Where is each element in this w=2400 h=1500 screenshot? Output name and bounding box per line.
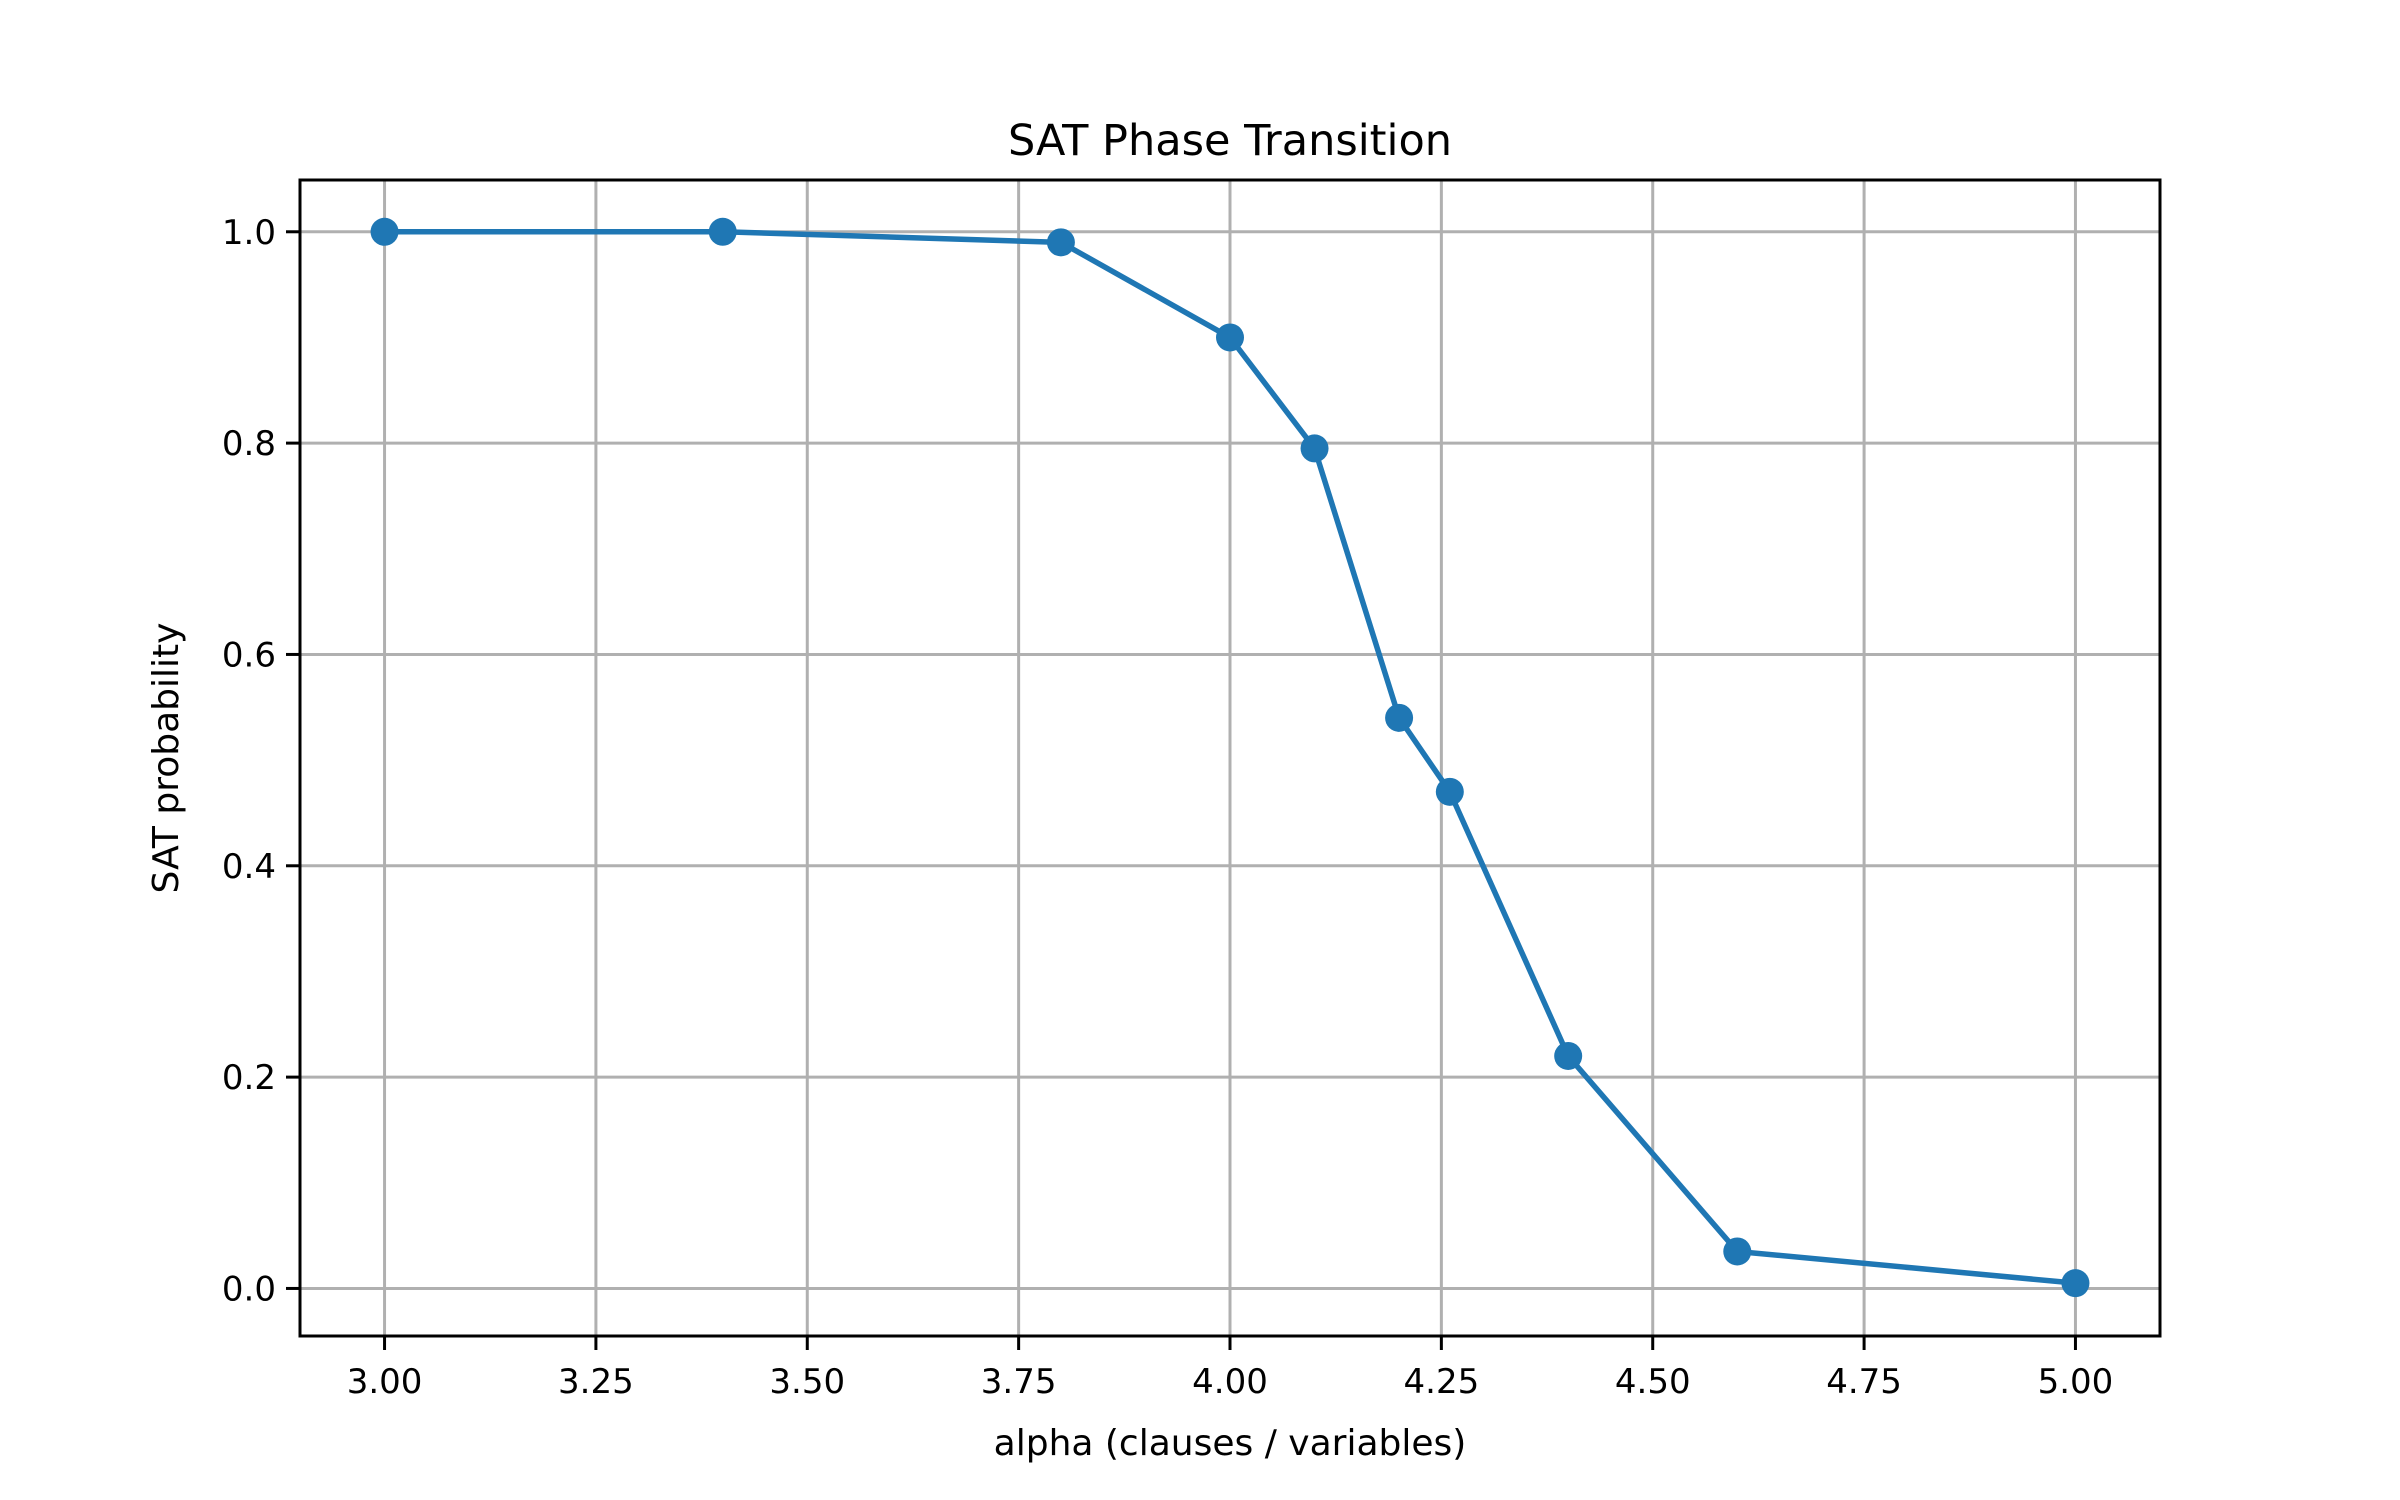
data-point-marker xyxy=(1385,703,1414,732)
y-axis-label: SAT probability xyxy=(146,623,187,894)
data-point-marker xyxy=(2061,1269,2090,1298)
x-axis-label: alpha (clauses / variables) xyxy=(994,1423,1467,1464)
data-series xyxy=(370,217,2090,1298)
x-tick-label: 3.25 xyxy=(558,1362,634,1402)
x-tick-label: 3.00 xyxy=(347,1362,423,1402)
y-gridlines xyxy=(300,230,2160,1290)
y-axis-ticks: 0.0 0.2 0.4 0.6 0.8 1.0 xyxy=(222,213,300,1309)
y-tick-label: 0.0 xyxy=(222,1269,276,1309)
data-point-marker xyxy=(1300,434,1329,463)
x-tick-label: 3.50 xyxy=(769,1362,845,1402)
y-tick-label: 0.8 xyxy=(222,424,276,464)
chart-title: SAT Phase Transition xyxy=(1008,116,1452,166)
y-tick-label: 0.2 xyxy=(222,1058,276,1098)
y-tick-label: 0.4 xyxy=(222,847,276,887)
x-axis-ticks: 3.00 3.25 3.50 3.75 4.00 4.25 4.50 4.75 5.00 xyxy=(347,1336,2114,1402)
x-tick-label: 4.25 xyxy=(1404,1362,1480,1402)
data-point-marker xyxy=(708,217,737,246)
x-tick-label: 4.00 xyxy=(1192,1362,1268,1402)
x-tick-label: 4.75 xyxy=(1826,1362,1902,1402)
series-line xyxy=(384,229,2076,1286)
x-tick-label: 5.00 xyxy=(2038,1362,2114,1402)
x-gridlines xyxy=(383,180,2077,1336)
y-tick-label: 0.6 xyxy=(222,635,276,675)
data-point-marker xyxy=(1046,228,1075,257)
data-point-marker xyxy=(1435,777,1464,806)
y-tick-label: 1.0 xyxy=(222,213,276,253)
x-tick-label: 4.50 xyxy=(1615,1362,1691,1402)
data-point-marker xyxy=(1554,1041,1583,1070)
data-point-marker xyxy=(370,217,399,246)
data-point-marker xyxy=(1216,323,1244,352)
data-point-marker xyxy=(1723,1237,1752,1266)
x-tick-label: 3.75 xyxy=(981,1362,1057,1402)
